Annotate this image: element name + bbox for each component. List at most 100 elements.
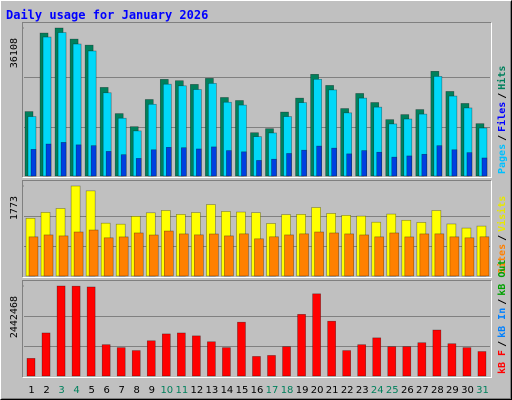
- bar: [329, 232, 339, 277]
- bar: [241, 151, 247, 177]
- bar: [88, 229, 99, 277]
- x-tick-label: 11: [175, 385, 188, 396]
- panel-bevel-dark: [22, 22, 492, 178]
- bar: [118, 236, 129, 277]
- x-tick-label: 25: [386, 385, 399, 396]
- x-tick-label: 13: [206, 385, 219, 396]
- x-tick-label: 29: [446, 385, 459, 396]
- legend-entry: Hits: [496, 66, 508, 90]
- bar: [194, 234, 204, 277]
- bar: [372, 337, 382, 377]
- bar: [327, 320, 336, 377]
- bar: [150, 149, 157, 177]
- legend-entry: kB Out: [497, 260, 508, 296]
- bar: [26, 358, 36, 377]
- bar: [43, 234, 54, 277]
- x-tick-label: 7: [119, 385, 125, 396]
- panel-bevel-light: [22, 280, 492, 378]
- bar: [284, 234, 294, 277]
- bar: [297, 314, 306, 377]
- bar: [101, 344, 111, 377]
- x-tick-label: 31: [476, 385, 489, 396]
- bar: [449, 236, 460, 277]
- bar: [346, 153, 352, 177]
- x-tick-label: 18: [281, 385, 294, 396]
- x-tick-label: 6: [103, 385, 109, 396]
- bar: [161, 333, 171, 377]
- bar: [436, 145, 443, 177]
- x-tick-label: 27: [416, 385, 429, 396]
- bar: [90, 145, 97, 177]
- bar: [28, 236, 39, 277]
- bar: [58, 235, 69, 277]
- bar: [181, 147, 187, 177]
- bar: [344, 233, 354, 277]
- bar: [402, 346, 412, 377]
- bar: [239, 233, 249, 277]
- bar: [316, 145, 322, 177]
- x-tick-label: 3: [58, 385, 64, 396]
- bar: [30, 149, 37, 177]
- legend-entry: kB In: [497, 308, 508, 338]
- bar: [269, 236, 279, 277]
- panel-bevel-light: [22, 22, 492, 178]
- bar: [451, 149, 458, 177]
- bar: [56, 285, 66, 377]
- bar: [226, 150, 232, 177]
- bar: [286, 153, 292, 177]
- x-tick-label: 15: [236, 385, 249, 396]
- x-tick-label: 26: [401, 385, 414, 396]
- legend-separator: /: [497, 135, 508, 141]
- x-tick-label: 10: [160, 385, 173, 396]
- x-tick-label: 28: [431, 385, 444, 396]
- bar: [135, 158, 142, 177]
- legend-separator: /: [497, 299, 508, 305]
- bar: [177, 332, 186, 377]
- x-tick-label: 4: [73, 385, 79, 396]
- bar: [222, 347, 231, 377]
- legend-separator: /: [497, 341, 508, 347]
- bar: [179, 233, 189, 277]
- bar: [86, 286, 96, 377]
- legend: Pages / Files / Hits: [496, 66, 508, 174]
- legend-entry: Sites: [496, 244, 508, 274]
- bar: [359, 234, 370, 277]
- bar: [314, 231, 324, 277]
- bar: [254, 238, 264, 277]
- legend-entry: Files: [496, 102, 508, 132]
- legend: kB F / kB In / kB Out: [497, 260, 508, 374]
- bar: [282, 346, 291, 377]
- bar: [374, 236, 385, 277]
- bar: [105, 151, 112, 177]
- legend-separator: /: [497, 235, 508, 241]
- bar: [196, 148, 202, 177]
- bar: [404, 236, 415, 277]
- panel-bevel-dark: [22, 280, 492, 378]
- bar: [211, 146, 217, 177]
- bar: [267, 355, 276, 377]
- panel-bevel-light: [22, 180, 492, 278]
- legend-separator: /: [497, 93, 508, 99]
- bar: [417, 342, 427, 377]
- legend-entry: Visits: [496, 196, 508, 232]
- bar: [447, 343, 457, 377]
- bar: [391, 156, 398, 177]
- bar: [299, 233, 309, 277]
- bar: [131, 350, 141, 377]
- bar: [419, 233, 430, 277]
- y-tick-label: 1773: [9, 196, 20, 220]
- x-tick-label: 17: [266, 385, 279, 396]
- bar: [252, 356, 261, 377]
- bar: [133, 232, 144, 277]
- bar: [75, 144, 82, 177]
- x-tick-label: 24: [371, 385, 384, 396]
- bar: [73, 231, 84, 277]
- bar: [45, 143, 52, 177]
- bar: [406, 155, 413, 177]
- x-tick-label: 1: [28, 385, 34, 396]
- bar: [357, 344, 367, 377]
- x-tick-label: 21: [326, 385, 339, 396]
- bar: [361, 150, 368, 177]
- bar: [477, 351, 487, 377]
